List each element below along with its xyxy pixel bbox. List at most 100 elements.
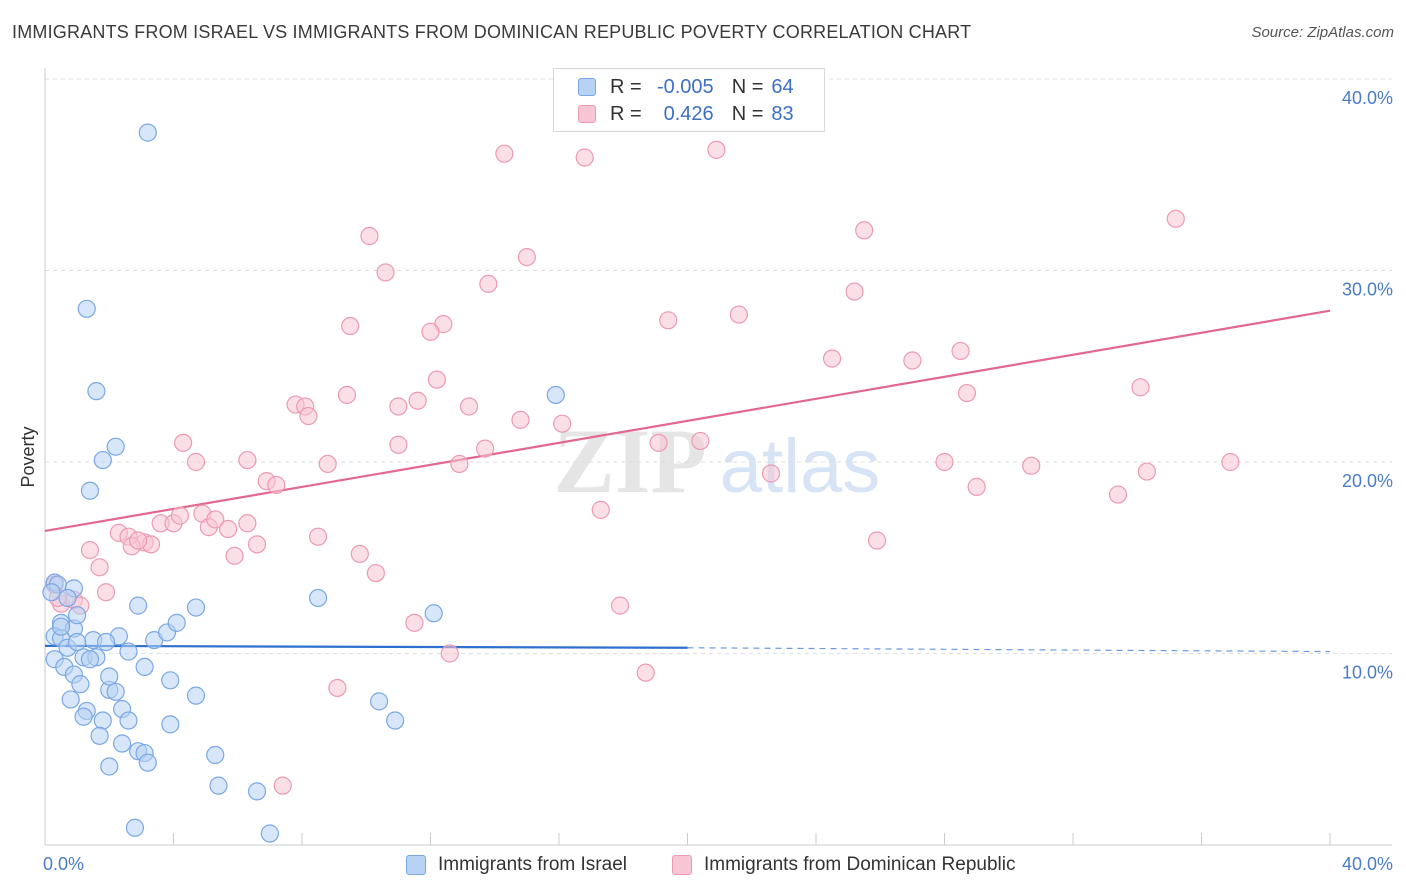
point-dr-47 [1108,485,1128,504]
point-dr-54 [170,506,190,525]
point-dr-59 [238,514,257,533]
axes [44,68,1392,846]
bottom-legend-dr: Immigrants from Dominican Republic [672,852,1016,878]
point-israel-5 [80,481,100,500]
legend-n-label: N = [731,75,764,98]
point-dr-12 [341,316,360,336]
bottom-legend-israel-swatch [406,855,426,875]
trend-line-dr [44,309,1331,533]
legend-n-value-dr: 83 [771,102,794,125]
point-dr-19 [337,385,357,405]
point-israel-60 [80,650,100,669]
y-tick-label-10: 10.0% [1342,663,1393,683]
israel-swatch [578,78,596,96]
point-dr-0 [495,144,514,163]
point-dr-69 [366,563,385,583]
point-dr-82 [129,531,148,550]
point-dr-57 [206,510,225,529]
point-israel-1 [77,299,96,318]
point-israel-62 [100,667,119,686]
point-dr-35 [186,452,206,472]
point-israel-49 [112,734,132,753]
point-dr-45 [267,475,286,495]
point-dr-61 [308,527,328,546]
point-dr-6 [376,263,395,282]
point-dr-68 [90,558,109,577]
point-israel-38 [186,686,206,705]
point-dr-25 [299,406,318,426]
point-israel-54 [100,757,119,776]
point-israel-4 [93,450,112,470]
point-dr-2 [707,140,726,159]
legend-n-value-israel: 64 [771,75,794,98]
bottom-legend-dr-label: Immigrants from Dominican Republic [704,854,1016,875]
point-israel-56 [247,782,267,801]
point-dr-38 [450,454,469,474]
point-israel-17 [424,604,443,623]
dr-swatch [578,105,596,123]
chart-title: IMMIGRANTS FROM ISRAEL VS IMMIGRANTS FRO… [12,22,972,42]
point-israel-39 [61,690,80,709]
point-israel-0 [138,123,157,142]
point-dr-46 [967,477,986,496]
bottom-legend-israel: Immigrants from Israel [406,852,627,878]
point-dr-40 [935,452,954,472]
point-israel-13 [68,606,87,625]
point-israel-34 [71,675,90,694]
point-dr-7 [517,247,536,267]
trend-line-israel [44,644,688,649]
point-israel-6 [546,385,565,405]
point-dr-71 [96,583,116,602]
correlation-legend: R = -0.005 N = 64 R = 0.426 N = 83 [553,68,825,132]
legend-r-label: R = [610,75,642,98]
point-israel-15 [186,598,206,617]
point-israel-37 [161,671,180,690]
point-dr-31 [389,435,408,454]
source-credit: Source: ZipAtlas.com [1251,24,1394,41]
point-dr-30 [174,433,193,452]
point-israel-46 [370,692,389,711]
y-tick-label-40: 40.0% [1342,88,1393,108]
point-dr-78 [328,678,347,698]
point-dr-22 [459,397,479,416]
legend-r-value-dr: 0.426 [663,102,714,125]
y-axis-label: Poverty [18,426,38,487]
x-tick-label-max: 40.0% [1342,854,1393,874]
legend-row-israel: R = -0.005 N = 64 [578,74,794,100]
point-dr-26 [511,410,530,429]
x-tick-label-min: 0.0% [43,854,84,874]
axis-labels: 10.0% 20.0% 30.0% 40.0% 0.0% 40.0% Poverty [18,88,1393,874]
point-israel-61 [68,632,87,652]
point-dr-33 [649,433,668,452]
point-israel-2 [87,382,106,401]
point-dr-43 [1221,452,1240,472]
point-dr-1 [575,148,594,167]
point-israel-16 [308,588,328,608]
point-dr-58 [219,519,238,539]
legend-r-value-israel: -0.005 [656,75,714,98]
point-israel-23 [96,632,116,652]
y-tick-label-20: 20.0% [1342,471,1393,491]
point-dr-60 [247,535,267,554]
point-israel-52 [138,753,157,772]
point-israel-26 [167,613,186,632]
point-israel-43 [93,711,112,730]
point-israel-9 [42,583,61,602]
point-dr-8 [479,274,498,294]
legend-row-dr: R = 0.426 N = 83 [578,101,794,127]
point-dr-77 [440,644,459,663]
point-dr-41 [1022,456,1041,475]
watermark: ZIP atlas [553,410,880,512]
point-israel-45 [161,715,180,734]
point-dr-18 [427,370,447,389]
point-dr-21 [389,397,408,416]
point-dr-62 [80,540,100,560]
point-israel-36 [106,682,125,701]
point-dr-65 [350,544,369,564]
point-dr-39 [761,464,781,483]
point-israel-3 [106,437,125,456]
point-israel-47 [386,711,405,730]
point-dr-75 [405,613,424,632]
point-israel-14 [129,596,148,615]
